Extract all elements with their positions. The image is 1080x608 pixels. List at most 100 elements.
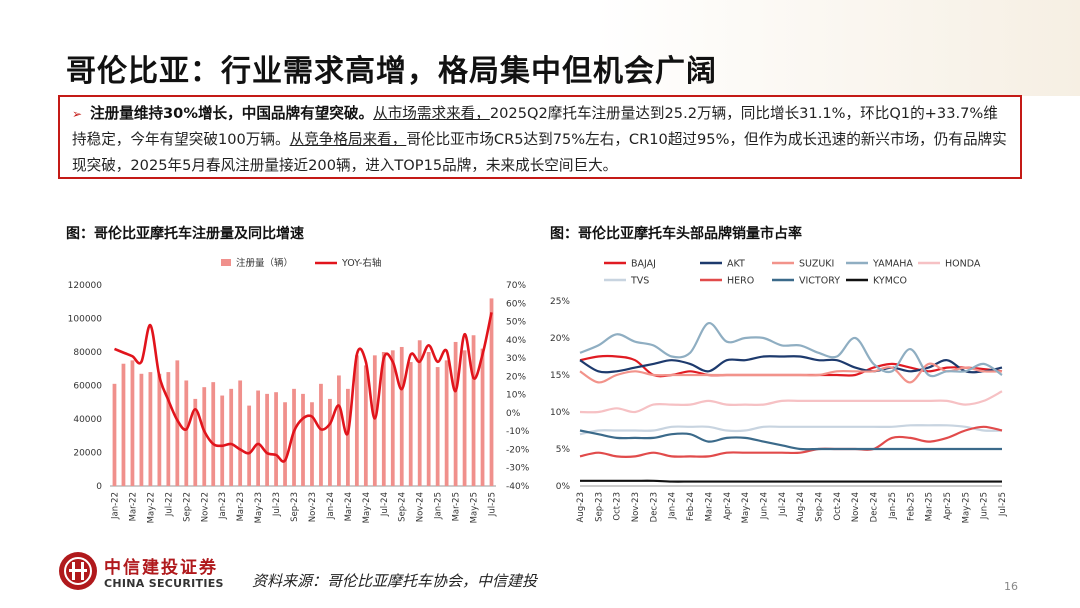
bar (238, 380, 243, 486)
chart1-bars (112, 298, 494, 486)
legend-label: SUZUKI (799, 259, 834, 270)
summary-box: ➢ 注册量维持30%增长，中国品牌有望突破。从市场需求来看，2025Q2摩托车注册… (58, 95, 1022, 179)
logo-english-name: CHINA SECURITIES (104, 577, 224, 590)
y-tick-label: 20% (550, 334, 570, 344)
bar (202, 387, 207, 486)
x-tick-label: Sep-24 (398, 492, 408, 522)
y-tick-label: 120000 (68, 281, 103, 291)
legend-label: BAJAJ (631, 259, 656, 270)
x-tick-label: Mar-22 (128, 492, 138, 521)
bar (220, 395, 225, 486)
bullet-arrow-icon: ➢ (72, 107, 83, 121)
share-line-tvs (579, 424, 1003, 436)
x-tick-label: May-25 (470, 492, 480, 523)
x-tick-label: Nov-23 (308, 492, 318, 522)
bar (417, 340, 422, 486)
page-number: 16 (1004, 580, 1018, 593)
title-bar (0, 0, 1080, 96)
share-line-kymco (579, 479, 1002, 483)
x-tick-label: Oct-24 (833, 492, 843, 521)
bar (283, 402, 287, 486)
bar (112, 383, 117, 486)
y2-tick-label: -30% (506, 464, 530, 474)
x-tick-label: Jan-25 (888, 492, 898, 520)
bar (381, 352, 386, 486)
y-tick-label: 10% (550, 408, 570, 418)
bar (399, 346, 404, 486)
bar (121, 363, 126, 486)
chart1-title: 图：哥伦比亚摩托车注册量及同比增速 (66, 226, 304, 242)
bar (319, 383, 323, 486)
page-title: 哥伦比亚：行业需求高增，格局集中但机会广阔 (66, 54, 717, 89)
bar (256, 390, 261, 486)
x-tick-label: Jun-24 (759, 492, 769, 520)
bar (301, 393, 305, 486)
x-tick-label: Feb-25 (906, 492, 916, 521)
bar (471, 335, 476, 486)
legend-label: VICTORY (799, 276, 840, 287)
legend-label: HONDA (945, 259, 981, 270)
bar (390, 350, 395, 486)
x-tick-label: Aug-24 (796, 492, 806, 522)
x-tick-label: May-25 (961, 492, 971, 523)
y2-tick-label: 0% (506, 409, 521, 419)
legend-label: HERO (727, 276, 754, 287)
x-tick-label: Aug-23 (576, 492, 586, 522)
legend-label: AKT (727, 259, 745, 270)
chart2-title: 图：哥伦比亚摩托车头部品牌销量市占率 (550, 226, 802, 242)
company-logo-icon (59, 552, 97, 590)
y-tick-label: 5% (556, 445, 571, 455)
x-tick-label: Jan-25 (434, 492, 444, 520)
chart2-legend: BAJAJ AKT SUZUKI YAMAHA HONDA TVS HERO VICTORY K… (604, 259, 981, 287)
x-tick-label: Nov-22 (200, 492, 210, 522)
summary-underline-1: 从市场需求来看， (373, 105, 490, 122)
bar (426, 352, 431, 486)
y2-tick-label: 60% (506, 299, 526, 309)
y2-tick-label: 10% (506, 391, 526, 401)
x-tick-label: Nov-24 (851, 492, 861, 522)
x-tick-label: Oct-23 (613, 492, 623, 521)
bar (166, 372, 171, 486)
bar (462, 350, 467, 486)
bar (274, 392, 278, 486)
bar (489, 298, 494, 486)
x-tick-label: May-23 (254, 492, 264, 523)
x-tick-label: Jan-24 (668, 492, 678, 520)
legend-registrations: 注册量（辆） (236, 257, 293, 269)
legend-yoy: YOY-右轴 (341, 257, 381, 269)
share-line-yamaha (579, 322, 1003, 378)
bar (157, 373, 162, 486)
summary-text-1: 2025Q2摩托车注册量达到25.2万辆，同比增长31.1%，环比Q1的+33.… (72, 105, 998, 148)
x-tick-label: Jan-24 (326, 492, 336, 520)
bar (292, 388, 296, 486)
bar (139, 373, 144, 486)
y-tick-label: 60000 (73, 382, 102, 392)
y2-tick-label: 40% (506, 336, 526, 346)
share-line-honda (579, 390, 1003, 414)
bar (435, 367, 440, 486)
x-tick-label: Dec-24 (870, 492, 880, 522)
bar (265, 393, 269, 486)
x-tick-label: May-24 (741, 492, 751, 523)
bar (175, 360, 180, 486)
y-tick-label: 15% (550, 371, 570, 381)
x-tick-label: Jul-22 (164, 492, 174, 517)
bar (310, 402, 314, 486)
x-tick-label: Apr-25 (943, 492, 953, 520)
x-tick-label: Mar-25 (925, 492, 935, 521)
y-tick-label: 0% (556, 482, 571, 492)
legend-label: KYMCO (873, 276, 907, 287)
chart1-axes: 0 20000 40000 60000 80000 100000 120000 -40% -30… (68, 281, 530, 523)
bar (372, 355, 377, 486)
x-tick-label: Sep-23 (594, 492, 604, 522)
bar (354, 355, 359, 486)
bar (148, 372, 153, 486)
y-tick-label: 25% (550, 297, 570, 307)
y2-tick-label: -40% (506, 482, 530, 492)
x-tick-label: Jul-25 (488, 492, 498, 517)
x-tick-label: Apr-24 (723, 492, 733, 520)
logo-chinese-name: 中信建投证券 (104, 558, 218, 578)
y2-tick-label: -20% (506, 445, 530, 455)
y-tick-label: 0 (96, 482, 102, 492)
registration-chart: 注册量（辆） YOY-右轴 0 20000 40000 60000 80000 10000… (68, 257, 530, 523)
